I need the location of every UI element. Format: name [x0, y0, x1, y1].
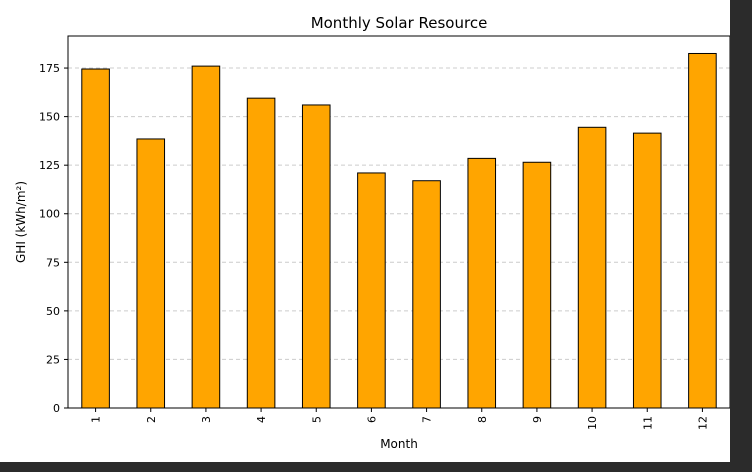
y-tick-label: 0	[53, 402, 60, 415]
y-tick-label: 175	[39, 62, 60, 75]
x-tick-label: 5	[310, 416, 323, 423]
x-tick-label: 8	[476, 416, 489, 423]
bar-month-5	[301, 104, 331, 409]
gridlines	[68, 67, 730, 360]
x-tick-label: 6	[365, 416, 378, 423]
y-tick-label: 50	[46, 305, 60, 318]
y-axis-ticks: 0 25 50 75 100 125 150 175	[39, 62, 68, 415]
x-tick-label: 11	[641, 416, 654, 430]
x-tick-label: 4	[255, 416, 268, 423]
bar-month-11	[632, 132, 662, 409]
y-tick-label: 150	[39, 111, 60, 124]
chart-figure: 0 25 50 75 100 125 150 175 1 2 3 4 5 6 7 8 9 10 11 12 Mont…	[0, 0, 730, 462]
y-axis-label: GHI (kWh/m²)	[14, 181, 28, 263]
x-axis-ticks: 1 2 3 4 5 6 7 8 9 10 11 12	[90, 408, 709, 430]
x-tick-label: 12	[696, 416, 709, 430]
page-edge-bottom	[0, 462, 752, 472]
bars	[81, 52, 717, 409]
x-tick-label: 9	[531, 416, 544, 423]
x-tick-label: 1	[90, 416, 103, 423]
bar-month-2	[136, 138, 166, 409]
x-tick-label: 2	[145, 416, 158, 423]
y-tick-label: 25	[46, 353, 60, 366]
bar-month-9	[522, 161, 552, 409]
x-tick-label: 3	[200, 416, 213, 423]
x-axis-label: Month	[380, 437, 418, 451]
y-tick-label: 100	[39, 208, 60, 221]
bar-month-3	[191, 65, 221, 409]
x-tick-label: 10	[586, 416, 599, 430]
chart-title: Monthly Solar Resource	[311, 14, 488, 32]
bar-month-10	[577, 126, 607, 409]
page-edge-right	[730, 0, 752, 472]
plot-frame	[67, 35, 730, 409]
bar-month-4	[246, 97, 276, 409]
bar-month-12	[688, 52, 717, 409]
y-tick-label: 75	[46, 256, 60, 269]
y-tick-label: 125	[39, 159, 60, 172]
bar-month-6	[357, 172, 386, 409]
bar-month-8	[467, 157, 497, 409]
bar-month-7	[412, 180, 441, 409]
bar-month-1	[81, 68, 110, 409]
x-tick-label: 7	[421, 416, 434, 423]
